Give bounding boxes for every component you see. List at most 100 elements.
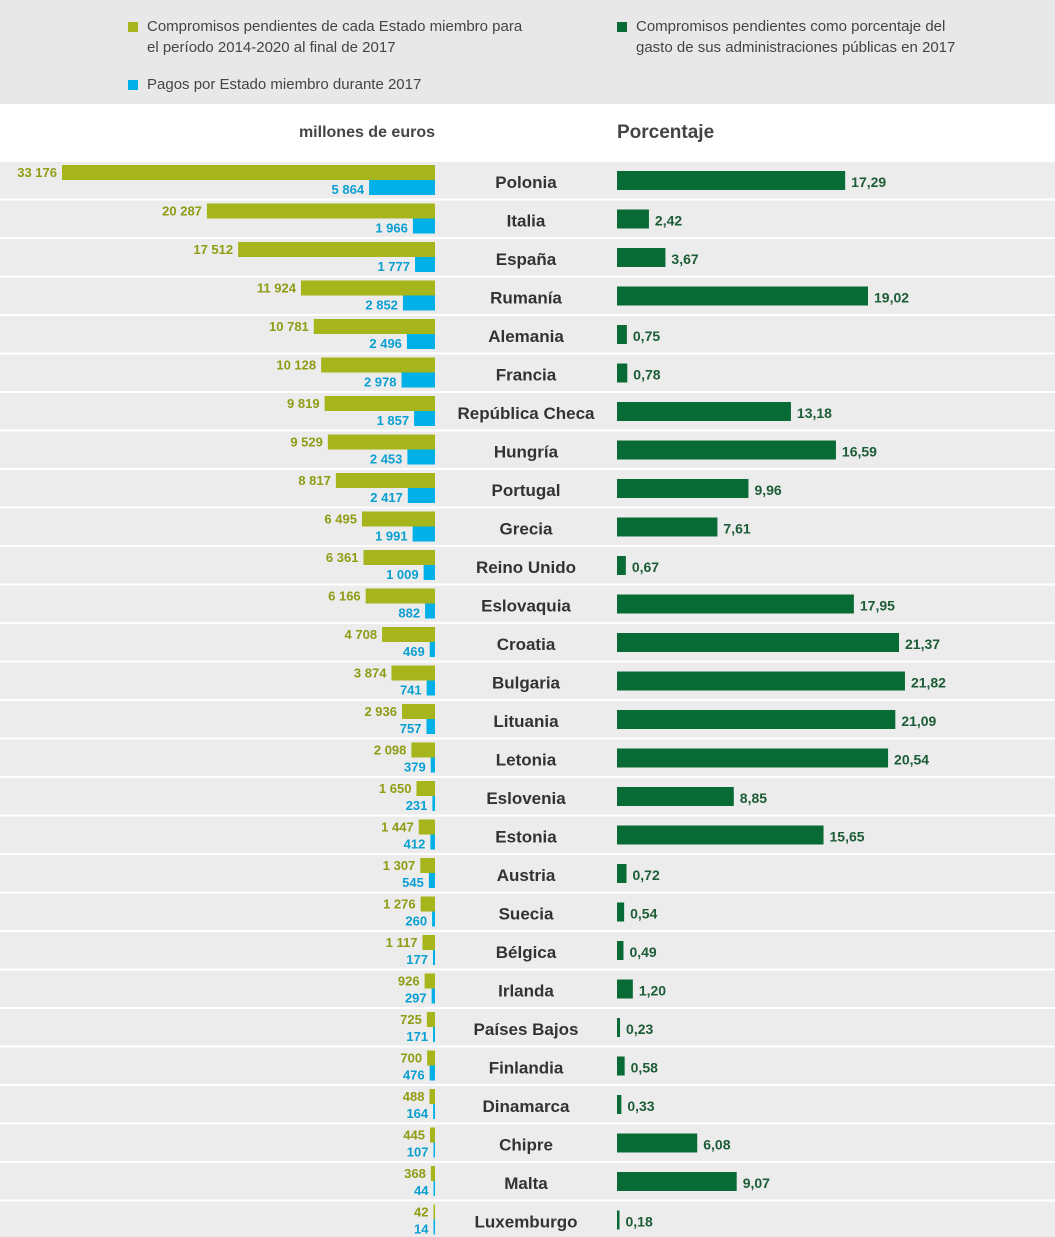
legend-swatch-payments <box>128 80 138 90</box>
percentage-bar <box>617 633 900 652</box>
payments-bar <box>426 719 435 734</box>
payments-value-label: 5 864 <box>332 182 365 197</box>
commitments-bar <box>433 1204 435 1220</box>
commitments-value-label: 1 307 <box>383 858 416 873</box>
percentage-value-label: 15,65 <box>830 829 865 845</box>
commitments-value-label: 6 166 <box>328 589 361 604</box>
legend: Compromisos pendientes de cada Estado mi… <box>0 0 1055 104</box>
commitments-value-label: 926 <box>398 974 420 989</box>
percentage-bar <box>617 286 868 306</box>
percentage-bar <box>617 1056 625 1076</box>
row-band <box>0 585 1055 622</box>
row-band <box>0 239 1055 276</box>
row-band <box>0 778 1055 815</box>
row-band <box>0 277 1055 314</box>
payments-bar <box>433 1142 435 1158</box>
commitments-value-label: 3 874 <box>354 666 387 681</box>
country-label: Estonia <box>495 828 557 847</box>
country-label: Malta <box>504 1174 548 1193</box>
commitments-value-label: 445 <box>403 1128 425 1143</box>
percentage-bar <box>617 1018 621 1037</box>
country-label: Rumanía <box>490 289 562 308</box>
country-label: España <box>496 250 557 269</box>
percentage-bar <box>617 864 627 883</box>
percentage-bar <box>617 941 624 960</box>
payments-value-label: 171 <box>406 1029 428 1044</box>
payments-value-label: 2 417 <box>370 490 403 505</box>
percentage-value-label: 2,42 <box>655 213 682 229</box>
percentage-bar <box>617 902 625 922</box>
payments-bar <box>423 565 435 580</box>
country-label: Reino Unido <box>476 558 576 577</box>
commitments-bar <box>365 588 435 604</box>
commitments-value-label: 6 495 <box>324 512 357 527</box>
commitments-value-label: 6 361 <box>326 550 359 565</box>
commitments-bar <box>324 396 435 411</box>
payments-value-label: 14 <box>414 1222 429 1237</box>
payments-value-label: 757 <box>400 721 422 736</box>
payments-value-label: 2 852 <box>365 298 398 313</box>
commitments-bar <box>422 935 435 950</box>
percentage-value-label: 0,33 <box>627 1098 654 1114</box>
payments-bar <box>429 1065 435 1081</box>
country-label: Chipre <box>499 1136 553 1155</box>
percentage-value-label: 17,29 <box>851 174 886 190</box>
commitments-bar <box>363 550 435 565</box>
payments-bar <box>433 1027 435 1042</box>
country-label: Letonia <box>496 751 557 770</box>
payments-value-label: 2 978 <box>364 375 397 390</box>
percentage-value-label: 0,75 <box>633 328 660 344</box>
percentage-bar <box>617 787 734 806</box>
payments-bar <box>425 603 435 619</box>
payments-bar <box>433 1181 435 1196</box>
commitments-bar <box>430 1166 435 1181</box>
row-band <box>0 970 1055 1007</box>
percentage-value-label: 16,59 <box>842 444 877 460</box>
percentage-bar <box>617 209 649 229</box>
percentage-value-label: 1,20 <box>639 983 666 999</box>
commitments-value-label: 1 117 <box>386 935 418 950</box>
commitments-value-label: 488 <box>403 1089 425 1104</box>
left-axis-header: millones de euros <box>298 124 435 141</box>
legend-label-payments: Pagos por Estado miembro durante 2017 <box>147 76 422 93</box>
row-band <box>0 1009 1055 1046</box>
row-band <box>0 431 1055 468</box>
payments-bar <box>406 334 435 349</box>
legend-swatch-commitments <box>128 22 138 32</box>
commitments-bar <box>427 1050 435 1066</box>
row-band <box>0 316 1055 353</box>
country-label: Eslovenia <box>486 789 566 808</box>
percentage-value-label: 21,09 <box>901 713 936 729</box>
payments-bar <box>430 834 435 850</box>
commitments-bar <box>238 242 435 257</box>
commitments-bar <box>424 973 435 989</box>
commitments-value-label: 33 176 <box>17 165 57 180</box>
percentage-value-label: 9,96 <box>754 482 781 498</box>
commitments-value-label: 10 781 <box>269 319 309 334</box>
commitments-bar <box>327 434 435 450</box>
commitments-bar <box>321 357 435 373</box>
commitments-bar <box>416 781 435 796</box>
payments-bar <box>433 950 435 965</box>
percentage-bar <box>617 171 846 190</box>
commitments-value-label: 17 512 <box>193 242 233 257</box>
row-band <box>0 893 1055 930</box>
percentage-value-label: 0,58 <box>631 1060 658 1076</box>
row-band <box>0 200 1055 237</box>
percentage-bar <box>617 825 824 845</box>
payments-value-label: 107 <box>407 1145 429 1160</box>
row-band <box>0 354 1055 391</box>
payments-value-label: 1 009 <box>386 567 419 582</box>
commitments-value-label: 9 819 <box>287 396 320 411</box>
country-label: República Checa <box>458 404 596 423</box>
country-label: Italia <box>507 212 546 231</box>
commitments-bar <box>206 203 435 219</box>
commitments-value-label: 4 708 <box>345 627 378 642</box>
commitments-value-label: 2 936 <box>364 704 397 719</box>
row-band <box>0 470 1055 507</box>
country-label: Eslovaquia <box>481 597 571 616</box>
percentage-bar <box>617 1095 622 1114</box>
legend-item-payments: Pagos por Estado miembro durante 2017 <box>128 74 528 95</box>
country-label: Polonia <box>495 173 557 192</box>
